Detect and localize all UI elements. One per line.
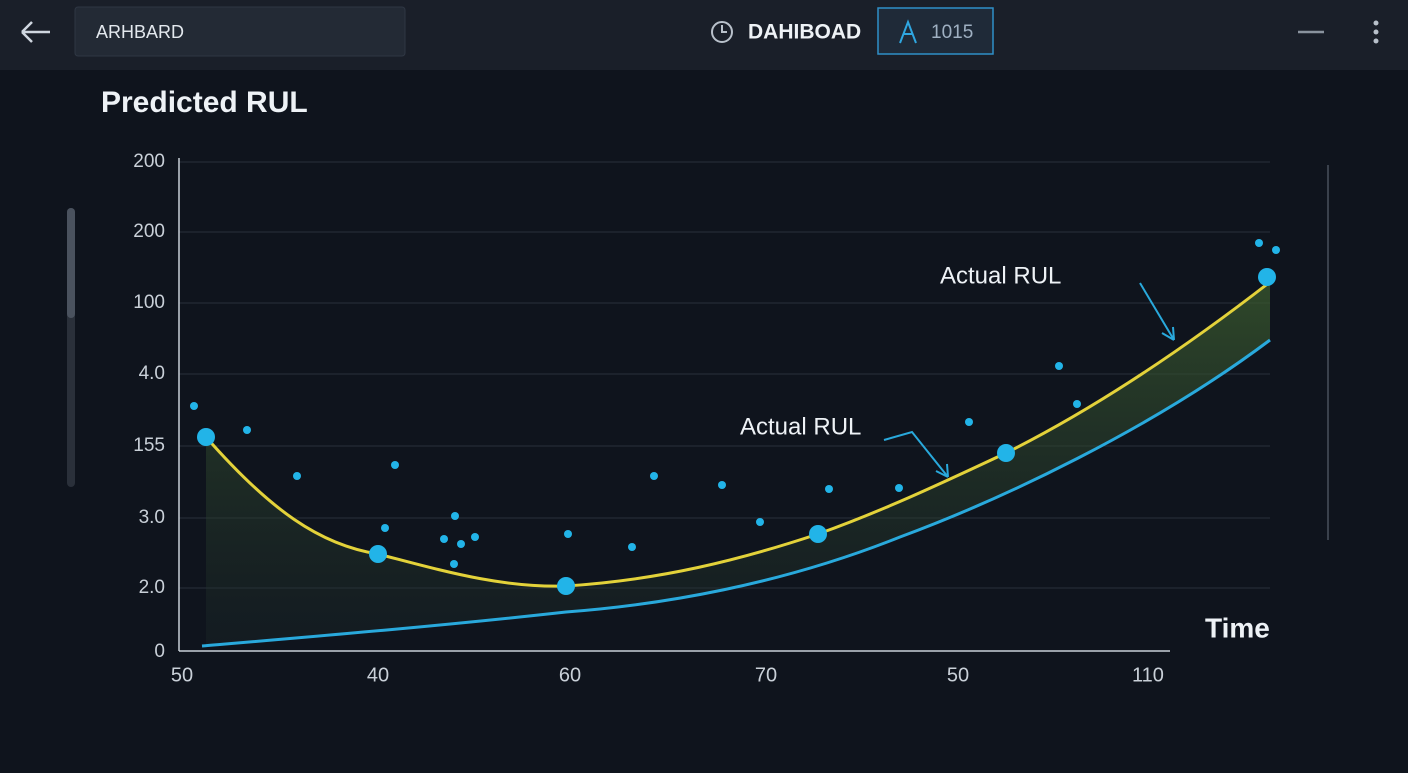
search-box[interactable]: [74, 6, 406, 57]
menu-button[interactable]: [1373, 20, 1379, 44]
x-tick-label: 110: [1132, 664, 1164, 686]
y-tick-label: 100: [133, 292, 165, 313]
x-tick-label: 40: [367, 664, 389, 686]
band-fill: [206, 282, 1270, 646]
y-tick-label: 200: [133, 221, 165, 242]
clock-icon: [711, 21, 733, 43]
x-tick-label: 60: [559, 664, 581, 686]
chart-title: Predicted RUL: [101, 86, 308, 119]
key-points: [197, 268, 1276, 595]
badge-icon: [899, 19, 917, 44]
x-tick-label: 50: [171, 664, 193, 686]
predicted-curve: [201, 338, 1271, 648]
annotation-arrow: [883, 430, 949, 478]
y-tick-label: 2.0: [139, 577, 165, 598]
y-tick-label: 3.0: [139, 507, 165, 528]
y-tick-label: 0: [154, 641, 165, 662]
annotation: Actual RUL: [740, 413, 861, 440]
clock-hands: [721, 25, 727, 33]
badge[interactable]: [877, 7, 994, 55]
scatter-dots: [190, 239, 1280, 568]
annotation: Actual RUL: [940, 262, 1061, 289]
search-text: ARHBARD: [96, 22, 184, 42]
x-tick-label: 50: [947, 664, 969, 686]
back-button[interactable]: [21, 21, 50, 43]
x-axis-label: Time: [1205, 612, 1270, 643]
y-tick-label: 200: [133, 151, 165, 172]
y-tick-label: 155: [133, 435, 165, 456]
badge-text: 1015: [931, 22, 973, 43]
header-title: DAHIBOAD: [748, 21, 861, 44]
x-tick-label: 70: [755, 664, 777, 686]
annotation-arrow: [1139, 282, 1175, 341]
actual-curve: [204, 280, 1271, 588]
y-tick-label: 4.0: [139, 363, 165, 384]
scroll-thumb[interactable]: [67, 208, 75, 318]
